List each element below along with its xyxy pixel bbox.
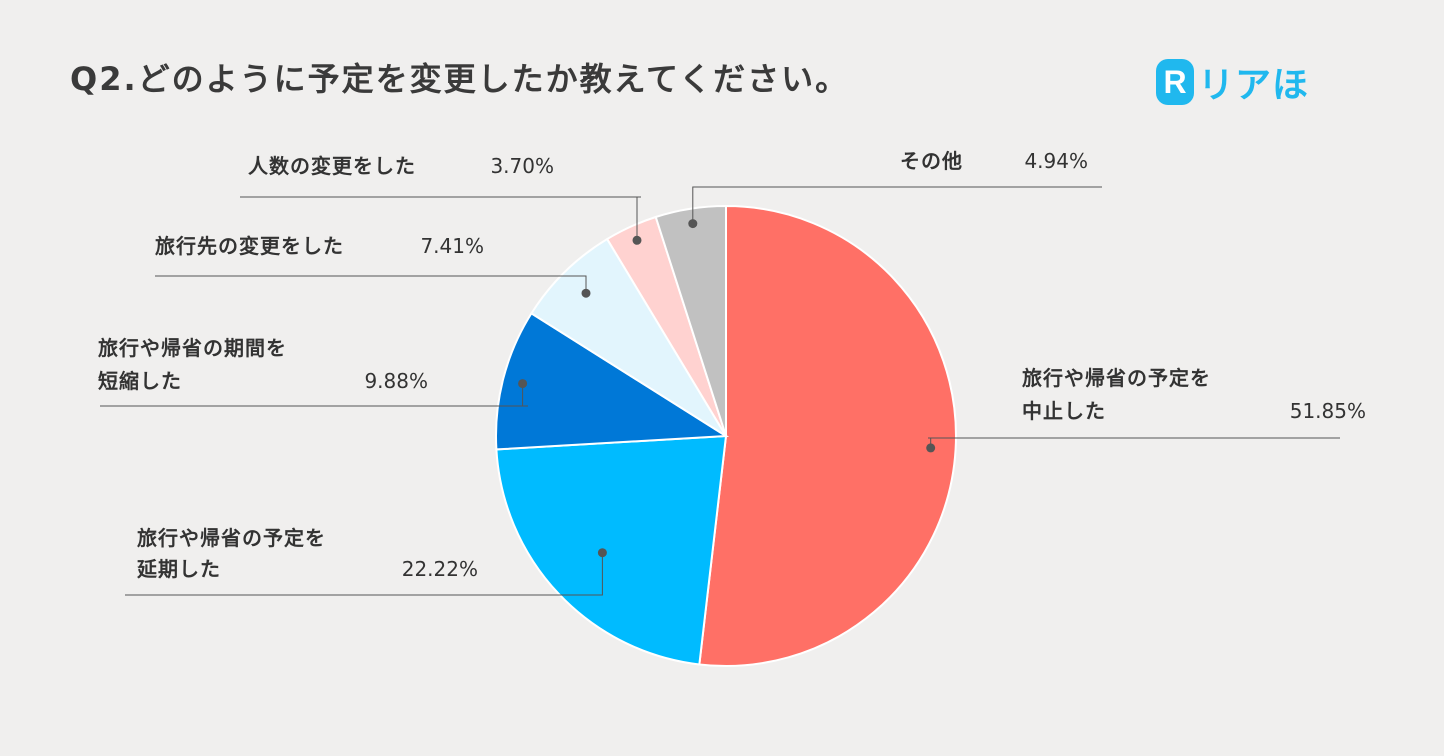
slice-label-text: 旅行や帰省の予定を (1022, 366, 1211, 390)
slice-label-text: 人数の変更をした (248, 154, 416, 178)
slice-label-text: 旅行先の変更をした (155, 234, 344, 258)
slice-label-text: 旅行や帰省の予定を (137, 526, 326, 550)
leader-dot (688, 219, 698, 229)
slice-label-3: 旅行先の変更をした 7.41% (155, 234, 591, 298)
leader-line (125, 552, 603, 596)
leader-dot (518, 379, 528, 389)
pie-slice-0 (698, 204, 957, 667)
slice-label-text: 中止した (1022, 399, 1106, 423)
slice-value-label: 7.41% (420, 234, 484, 258)
leader-line (928, 437, 1340, 448)
chart-title: Q2.どのように予定を変更したか教えてください。 (70, 60, 850, 98)
leader-dot (581, 288, 591, 298)
slice-label-text: 短縮した (98, 369, 182, 393)
logo-mark: R (1156, 59, 1194, 105)
leader-dot (926, 443, 936, 453)
pie-slice-5 (654, 204, 727, 437)
slice-value-label: 51.85% (1290, 399, 1366, 423)
slice-label-4: 人数の変更をした 3.70% (240, 154, 642, 245)
leader-line (155, 275, 587, 294)
leader-dot (597, 548, 607, 558)
slice-label-text: 延期した (136, 557, 221, 581)
pie-slice-2 (495, 311, 730, 451)
slice-value-label: 3.70% (490, 154, 554, 178)
pie-slice-1 (495, 434, 728, 666)
slice-label-text: その他 (900, 149, 963, 173)
leader-line (240, 196, 641, 241)
leader-line (692, 186, 1102, 224)
slice-value-label: 9.88% (364, 369, 428, 393)
slice-value-label: 4.94% (1024, 149, 1088, 173)
riaho-logo: R リアほ (1156, 56, 1309, 108)
pie-slice-3 (530, 237, 727, 437)
leader-line (100, 383, 528, 407)
leader-dot (632, 235, 642, 245)
slice-label-5: その他 4.94% (688, 149, 1102, 229)
slice-value-label: 22.22% (402, 557, 478, 581)
slice-label-text: 旅行や帰省の期間を (98, 336, 287, 360)
logo-text: リアほ (1198, 65, 1310, 106)
